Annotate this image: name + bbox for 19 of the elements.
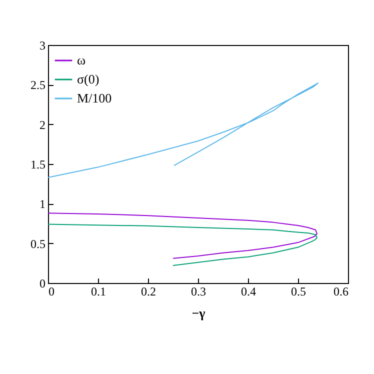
legend-label: ω	[77, 52, 86, 68]
x-tick-label: 0	[48, 284, 54, 298]
x-tick-label: 0.4	[241, 284, 256, 298]
line-series	[48, 224, 318, 266]
x-axis-title: −γ	[192, 306, 206, 320]
y-tick-label: 0.5	[30, 236, 46, 251]
x-tick-label: 0.1	[91, 284, 106, 298]
y-tick-label: 2	[40, 118, 46, 132]
x-tick-label: 0.5	[291, 284, 306, 298]
x-tick-label: 0.6	[334, 284, 348, 298]
legend-label: σ(0)	[77, 72, 100, 86]
x-tick-label: 0.3	[191, 284, 206, 298]
x-tick-label: 0.2	[141, 284, 156, 298]
y-tick-label: 1	[40, 197, 46, 212]
y-tick-label: 1.5	[30, 158, 46, 172]
y-tick-label: 2.5	[30, 78, 46, 92]
legend-label: M/100	[77, 90, 112, 106]
y-tick-label: 3	[40, 38, 46, 52]
line-series	[48, 212, 318, 259]
